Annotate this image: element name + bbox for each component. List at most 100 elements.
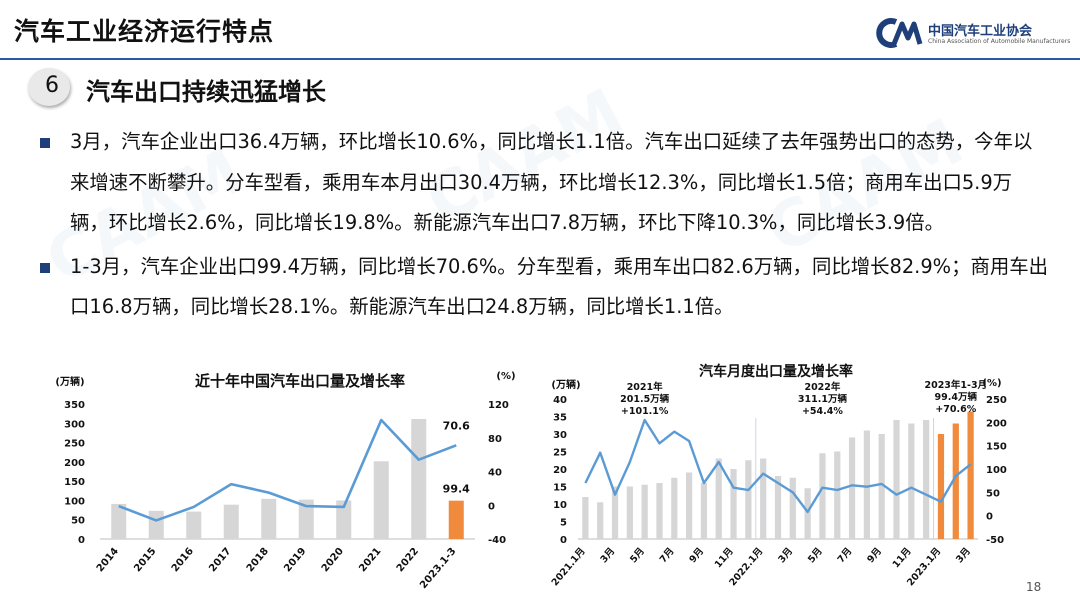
x-tick-label: 11月 — [713, 546, 736, 570]
bar — [745, 460, 752, 539]
right-tick-label: 0 — [986, 512, 993, 523]
bar — [641, 484, 648, 539]
year-annotation: 2021年 — [627, 381, 663, 393]
bar — [760, 458, 767, 539]
bar — [893, 420, 900, 539]
year-annotation: 2023年1-3月 — [924, 379, 987, 391]
left-axis-unit: (万辆) — [551, 378, 580, 391]
bar — [448, 500, 464, 539]
x-tick-label: 5月 — [628, 546, 647, 565]
growth-line — [584, 418, 972, 514]
year-annotation: +54.4% — [802, 406, 843, 417]
x-tick-label: 3月 — [776, 546, 795, 565]
x-tick-label: 7月 — [658, 546, 677, 565]
caam-logo-icon — [876, 18, 923, 48]
bar — [774, 476, 782, 539]
logo-text-cn: 中国汽车工业协会 — [928, 24, 1033, 39]
bar — [223, 504, 239, 539]
x-tick-label: 9月 — [865, 546, 884, 565]
bar — [261, 498, 277, 539]
year-annotation: 2022年 — [804, 381, 840, 393]
bullet-text: 1-3月，汽车企业出口99.4万辆，同比增长70.6%。分车型看，乘用车出口82… — [70, 254, 1049, 319]
left-tick-label: 150 — [64, 477, 85, 488]
year-annotation: +101.1% — [621, 406, 669, 417]
right-tick-label: 50 — [986, 488, 1000, 499]
left-tick-label: 35 — [553, 413, 567, 424]
bar — [730, 469, 737, 539]
header-divider — [0, 58, 1080, 60]
section-title: 汽车出口持续迅猛增长 — [86, 78, 326, 106]
bullet-square-icon — [40, 138, 50, 148]
bar — [582, 497, 589, 539]
x-tick-label: 2022 — [395, 546, 421, 574]
left-tick-label: 250 — [64, 439, 85, 450]
right-tick-label: -40 — [488, 535, 506, 546]
x-tick-label: 2014 — [95, 546, 121, 574]
left-axis-unit: (万辆) — [55, 375, 84, 388]
bar — [111, 503, 127, 539]
bar — [923, 420, 930, 539]
right-tick-label: 40 — [488, 468, 502, 479]
growth-line — [118, 418, 457, 522]
annual-export-chart: 近十年中国汽车出口量及增长率 (万辆) (%) 350 300 250 200 150 100 5… — [40, 358, 530, 598]
x-tick-label: 2021.1月 — [550, 546, 588, 588]
bar — [789, 477, 796, 539]
left-tick-label: 200 — [64, 458, 85, 469]
right-tick-label: 250 — [986, 395, 1007, 406]
bar — [671, 477, 678, 539]
bar — [186, 511, 202, 539]
chart-title: 近十年中国汽车出口量及增长率 — [195, 372, 405, 390]
bar — [298, 499, 314, 539]
bar — [626, 486, 633, 539]
x-tick-label: 3月 — [599, 546, 618, 565]
right-tick-label: 0 — [488, 501, 495, 512]
bar — [804, 488, 811, 539]
x-tick-label: 9月 — [687, 546, 706, 565]
bar — [834, 451, 841, 539]
bar — [908, 423, 915, 539]
x-tick-label: 2020 — [320, 546, 346, 574]
year-annotation: 201.5万辆 — [620, 393, 670, 405]
x-tick-label: 2019 — [282, 546, 308, 574]
right-tick-label: 120 — [488, 400, 509, 411]
x-tick-label: 11月 — [891, 546, 914, 570]
left-tick-label: 0 — [78, 535, 85, 546]
bar — [700, 483, 708, 539]
x-tick-label: 2018 — [245, 546, 271, 574]
bar — [952, 423, 959, 539]
bar — [878, 434, 885, 539]
header-bar: 汽车工业经济运行特点 中国汽车工业协会 China Association of… — [0, 0, 1080, 60]
x-tick-label: 2016 — [170, 546, 196, 574]
bar — [686, 472, 693, 539]
section-number-badge — [28, 68, 70, 106]
bar — [937, 434, 945, 539]
bullet-item: 1-3月，汽车企业出口99.4万辆，同比增长70.6%。分车型看，乘用车出口82… — [38, 247, 1050, 328]
right-tick-label: 100 — [986, 465, 1007, 476]
x-tick-label: 2021 — [357, 546, 383, 574]
bar — [148, 510, 164, 539]
left-tick-label: 0 — [560, 535, 567, 546]
logo-text-en: China Association of Automobile Manufact… — [928, 38, 1071, 45]
year-annotation: 311.1万辆 — [798, 393, 848, 405]
page-title: 汽车工业经济运行特点 — [14, 17, 275, 46]
bullet-list: 3月，汽车企业出口36.4万辆，环比增长10.6%，同比增长1.1倍。汽车出口延… — [38, 122, 1050, 328]
page-number: 18 — [1026, 580, 1042, 594]
bar — [373, 461, 389, 539]
bullet-square-icon — [40, 262, 50, 273]
annual-export-chart-svg: 近十年中国汽车出口量及增长率 (万辆) (%) 350 300 250 200 150 100 5… — [55, 371, 515, 591]
right-axis-unit: (%) — [982, 378, 1001, 389]
x-tick-label: 2023.1-3 — [418, 546, 458, 591]
bar — [819, 453, 826, 539]
right-tick-label: 200 — [986, 418, 1007, 429]
left-tick-label: 15 — [553, 483, 567, 494]
bar — [411, 419, 427, 539]
left-tick-label: 5 — [560, 518, 567, 529]
right-axis-unit: (%) — [496, 371, 515, 382]
bar — [656, 483, 663, 539]
left-tick-label: 30 — [553, 430, 567, 441]
monthly-export-chart-svg: 汽车月度出口量及增长率(万辆) (%)4035302520151050250200… — [550, 363, 1007, 588]
chart-title: 汽车月度出口量及增长率 — [699, 363, 853, 380]
bullet-item: 3月，汽车企业出口36.4万辆，环比增长10.6%，同比增长1.1倍。汽车出口延… — [38, 122, 1050, 244]
year-annotation: +70.6% — [935, 404, 976, 415]
left-tick-label: 25 — [553, 448, 567, 459]
